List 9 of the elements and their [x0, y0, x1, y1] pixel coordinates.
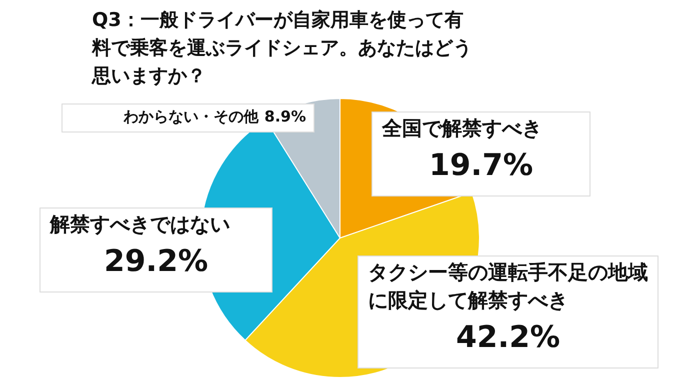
data-label: 19.7%	[428, 148, 534, 183]
slice-label: 解禁すべきではない	[49, 212, 230, 236]
data-label: 8.9%	[264, 107, 306, 126]
slice-label: タクシー等の運転手不足の地域に限定して解禁すべき	[368, 260, 648, 312]
data-label: 42.2%	[456, 320, 560, 355]
slice-label: 全国で解禁すべき	[381, 116, 542, 140]
chart-title: Q3：一般ドライバーが自家用車を使って有料で乗客を運ぶライドシェア。あなたはどう思いますか？	[92, 8, 472, 89]
data-label: 29.2%	[104, 244, 208, 279]
slice-label: わからない・その他	[122, 107, 260, 126]
